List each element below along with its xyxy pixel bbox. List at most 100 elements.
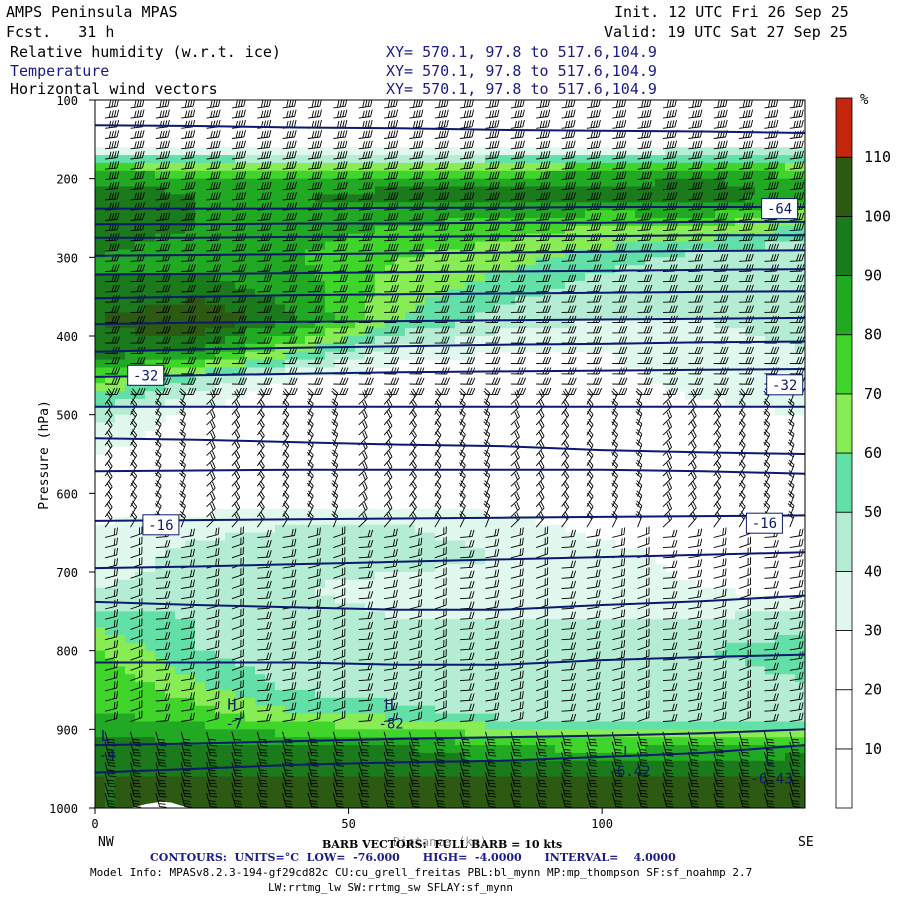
rh-cell bbox=[395, 721, 406, 730]
rh-cell bbox=[765, 705, 776, 715]
rh-cell bbox=[345, 540, 356, 549]
rh-cell bbox=[645, 328, 656, 337]
rh-cell bbox=[785, 273, 796, 282]
rh-cell bbox=[225, 351, 236, 361]
wind-barb bbox=[612, 100, 627, 109]
rh-cell bbox=[375, 721, 386, 730]
wind-barb bbox=[713, 109, 728, 119]
rh-cell bbox=[775, 162, 786, 172]
wind-barb bbox=[231, 161, 247, 170]
rh-cell bbox=[195, 800, 206, 808]
rh-cell bbox=[415, 532, 426, 542]
field-name-wind: Horizontal wind vectors bbox=[10, 80, 218, 98]
rh-cell bbox=[165, 288, 176, 298]
rh-cell bbox=[625, 178, 636, 188]
rh-cell bbox=[395, 579, 406, 589]
rh-cell bbox=[265, 375, 276, 384]
rh-cell bbox=[675, 611, 686, 620]
rh-cell bbox=[315, 273, 326, 282]
rh-cell bbox=[495, 540, 506, 549]
rh-cell bbox=[505, 690, 516, 699]
rh-cell bbox=[435, 343, 446, 353]
rh-cell bbox=[485, 210, 496, 219]
wind-barb bbox=[257, 192, 272, 201]
rh-cell bbox=[365, 218, 376, 227]
rh-cell bbox=[645, 768, 656, 778]
rh-cell bbox=[345, 210, 356, 219]
rh-cell bbox=[345, 627, 356, 636]
wind-barb bbox=[612, 140, 627, 150]
rh-cell bbox=[465, 155, 476, 164]
rh-cell bbox=[125, 304, 136, 313]
rh-cell bbox=[215, 186, 226, 195]
wind-barb bbox=[536, 161, 551, 170]
rh-cell bbox=[785, 170, 796, 180]
rh-cell bbox=[135, 406, 146, 416]
rh-cell bbox=[795, 391, 805, 400]
rh-cell bbox=[665, 666, 676, 675]
rh-cell bbox=[175, 155, 186, 164]
rh-cell bbox=[95, 697, 106, 707]
rh-cell bbox=[175, 280, 186, 290]
rh-cell bbox=[735, 249, 746, 258]
rh-cell bbox=[95, 603, 106, 612]
rh-cell bbox=[195, 760, 206, 770]
rh-cell bbox=[605, 768, 616, 778]
rh-cell bbox=[605, 697, 616, 707]
rh-cell bbox=[585, 147, 596, 156]
rh-cell bbox=[415, 162, 426, 172]
rh-cell bbox=[725, 792, 736, 801]
rh-cell bbox=[145, 304, 156, 313]
rh-cell bbox=[95, 186, 106, 195]
rh-cell bbox=[515, 532, 526, 542]
rh-cell bbox=[225, 375, 236, 384]
rh-cell bbox=[415, 792, 426, 801]
rh-cell bbox=[525, 800, 536, 808]
rh-cell bbox=[465, 343, 476, 353]
rh-cell bbox=[375, 760, 386, 770]
rh-cell bbox=[255, 792, 266, 801]
rh-cell bbox=[645, 690, 656, 699]
rh-cell bbox=[395, 257, 406, 266]
rh-cell bbox=[335, 233, 346, 243]
rh-cell bbox=[295, 540, 306, 549]
rh-cell bbox=[655, 367, 666, 376]
rh-cell bbox=[145, 634, 156, 644]
rh-cell bbox=[585, 162, 596, 172]
rh-cell bbox=[275, 650, 286, 660]
rh-cell bbox=[225, 674, 236, 683]
rh-cell bbox=[95, 280, 106, 290]
rh-cell bbox=[95, 548, 106, 557]
wind-barb bbox=[637, 130, 652, 139]
rh-cell bbox=[725, 768, 736, 778]
rh-cell bbox=[245, 304, 256, 313]
rh-cell bbox=[465, 516, 476, 526]
rh-cell bbox=[195, 328, 206, 337]
rh-cell bbox=[775, 328, 786, 337]
rh-cell bbox=[245, 265, 256, 274]
rh-cell bbox=[205, 729, 216, 738]
rh-cell bbox=[685, 186, 696, 195]
rh-cell bbox=[195, 682, 206, 691]
rh-cell bbox=[505, 548, 516, 557]
rh-cell bbox=[765, 320, 776, 329]
rh-cell bbox=[135, 351, 146, 361]
rh-cell bbox=[375, 776, 386, 785]
rh-cell bbox=[285, 729, 296, 738]
rh-cell bbox=[295, 162, 306, 172]
rh-cell bbox=[305, 697, 316, 707]
rh-cell bbox=[755, 776, 766, 785]
rh-cell bbox=[165, 336, 176, 345]
rh-cell bbox=[135, 548, 146, 557]
rh-cell bbox=[225, 524, 236, 534]
rh-cell bbox=[505, 170, 516, 180]
rh-cell bbox=[145, 359, 156, 369]
rh-cell bbox=[455, 579, 466, 589]
wind-barb bbox=[739, 109, 754, 119]
rh-cell bbox=[375, 304, 386, 313]
rh-cell bbox=[475, 752, 486, 762]
rh-cell bbox=[165, 634, 176, 644]
rh-cell bbox=[765, 257, 776, 266]
rh-cell bbox=[455, 532, 466, 542]
rh-cell bbox=[245, 336, 256, 345]
